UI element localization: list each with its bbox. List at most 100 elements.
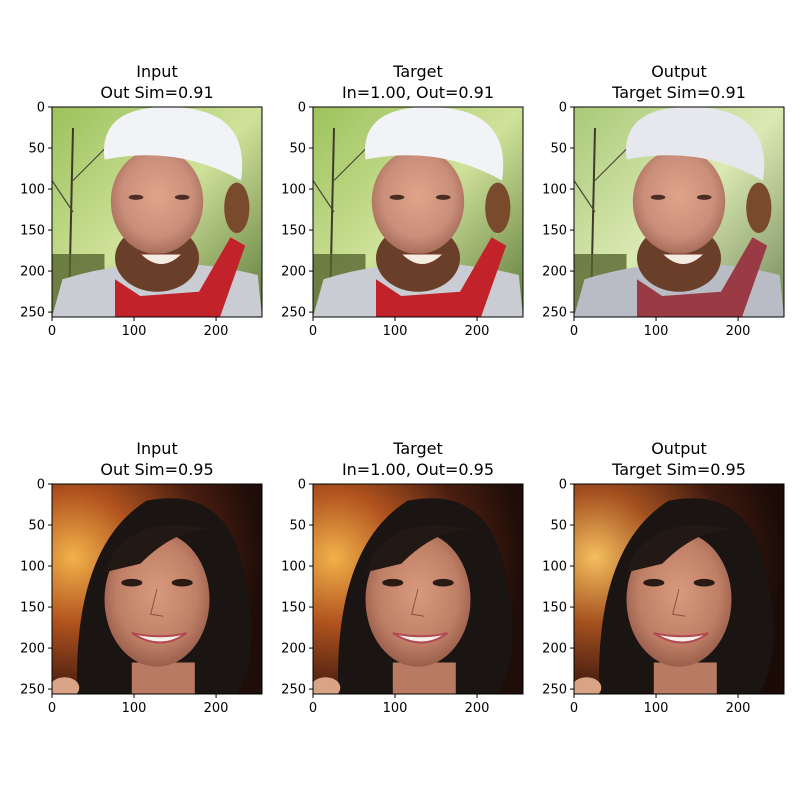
x-tick-label: 0 (48, 324, 56, 339)
panel-title-line2: In=1.00, Out=0.91 (342, 83, 494, 102)
x-tick-label: 100 (383, 701, 408, 716)
x-tick-label: 100 (122, 701, 147, 716)
panel-image (313, 484, 523, 694)
nose (150, 588, 164, 617)
y-tick-label: 250 (542, 306, 567, 321)
left-eye (128, 194, 144, 200)
x-tick-label: 200 (726, 701, 751, 716)
y-tick-label: 200 (281, 642, 306, 657)
y-tick-label: 0 (298, 478, 306, 493)
smile (660, 253, 706, 265)
y-tick-label: 0 (298, 101, 306, 116)
y-tick-label: 200 (542, 642, 567, 657)
smile (138, 253, 184, 265)
right-eye (174, 194, 190, 200)
right-eye (696, 194, 712, 200)
panel-image (52, 484, 262, 694)
panel-title: Input Out Sim=0.95 (100, 439, 213, 479)
y-tick-label: 250 (20, 306, 45, 321)
x-tick-label: 200 (465, 701, 490, 716)
y-tick-label: 200 (20, 642, 45, 657)
red-scarf (376, 237, 507, 317)
panel-title-line1: Input (136, 439, 177, 458)
left-eye (643, 578, 665, 587)
y-tick-label: 100 (281, 560, 306, 575)
panel-title: Output Target Sim=0.95 (611, 439, 746, 479)
image-panel-input: Input Out Sim=0.91 0 100 200 0 50 100 150 200 250 (20, 62, 263, 339)
head-wrap (103, 107, 243, 181)
y-tick-label: 100 (542, 560, 567, 575)
y-tick-label: 200 (281, 265, 306, 280)
panel-title-line2: Target Sim=0.91 (611, 83, 746, 102)
y-tick-label: 100 (281, 183, 306, 198)
right-eye (693, 578, 715, 587)
smile (653, 632, 709, 644)
panel-title: Output Target Sim=0.91 (611, 62, 746, 102)
y-tick-label: 0 (37, 478, 45, 493)
red-scarf (637, 237, 768, 317)
x-tick-label: 100 (644, 324, 669, 339)
bangs (365, 524, 477, 573)
y-tick-label: 250 (542, 683, 567, 698)
panel-title: Target In=1.00, Out=0.95 (342, 439, 494, 479)
hair (485, 182, 511, 233)
x-tick-label: 200 (726, 324, 751, 339)
axes-frame (573, 483, 785, 695)
left-eye (389, 194, 405, 200)
y-tick-label: 50 (289, 519, 306, 534)
y-tick-label: 50 (28, 142, 45, 157)
panel-title-line1: Target (392, 62, 443, 81)
x-tick-label: 0 (309, 324, 317, 339)
left-eye (382, 578, 404, 587)
neck (653, 662, 717, 694)
y-tick-label: 200 (542, 265, 567, 280)
face (632, 149, 726, 254)
image-panel-target: Target In=1.00, Out=0.95 0 100 200 0 50 100 150 2… (281, 439, 524, 716)
y-tick-label: 100 (542, 183, 567, 198)
y-tick-label: 50 (289, 142, 306, 157)
panel-image (574, 107, 784, 317)
panel-title: Target In=1.00, Out=0.91 (342, 62, 494, 102)
hand (52, 677, 80, 694)
image-panel-output: Output Target Sim=0.91 0 100 200 0 50 100 150 200… (542, 62, 785, 339)
x-tick-label: 200 (204, 701, 229, 716)
x-tick-label: 0 (570, 701, 578, 716)
axes-frame (573, 106, 785, 318)
axes-frame (51, 106, 263, 318)
hair (746, 182, 772, 233)
image-panel-output: Output Target Sim=0.95 0 100 200 0 50 100 150 200… (542, 439, 785, 716)
panel-title-line2: Out Sim=0.91 (100, 83, 213, 102)
y-tick-label: 150 (281, 224, 306, 239)
smile (131, 632, 187, 644)
panel-image (574, 484, 784, 694)
bangs (626, 524, 738, 573)
panel-title-line1: Output (651, 439, 707, 458)
y-tick-label: 150 (281, 601, 306, 616)
axes-frame (312, 106, 524, 318)
panel-image (313, 107, 523, 317)
y-tick-label: 100 (20, 560, 45, 575)
axes-frame (312, 483, 524, 695)
head-wrap (364, 107, 504, 181)
neck (392, 662, 456, 694)
panel-title-line2: Target Sim=0.95 (611, 460, 746, 479)
y-tick-label: 200 (20, 265, 45, 280)
y-tick-label: 250 (281, 683, 306, 698)
y-tick-label: 50 (550, 142, 567, 157)
y-tick-label: 250 (281, 306, 306, 321)
image-panel-input: Input Out Sim=0.95 0 100 200 0 50 100 150 200 250 (20, 439, 263, 716)
y-tick-label: 50 (28, 519, 45, 534)
x-tick-label: 100 (122, 324, 147, 339)
panel-title-line1: Target (392, 439, 443, 458)
tree-branches (52, 148, 105, 213)
panel-title-line2: Out Sim=0.95 (100, 460, 213, 479)
red-scarf (115, 237, 246, 317)
neck (131, 662, 195, 694)
y-tick-label: 50 (550, 519, 567, 534)
hand (313, 677, 341, 694)
right-eye (432, 578, 454, 587)
tree-branches (313, 148, 366, 213)
y-tick-label: 100 (20, 183, 45, 198)
image-panel-target: Target In=1.00, Out=0.91 0 100 200 0 50 100 150 2… (281, 62, 524, 339)
